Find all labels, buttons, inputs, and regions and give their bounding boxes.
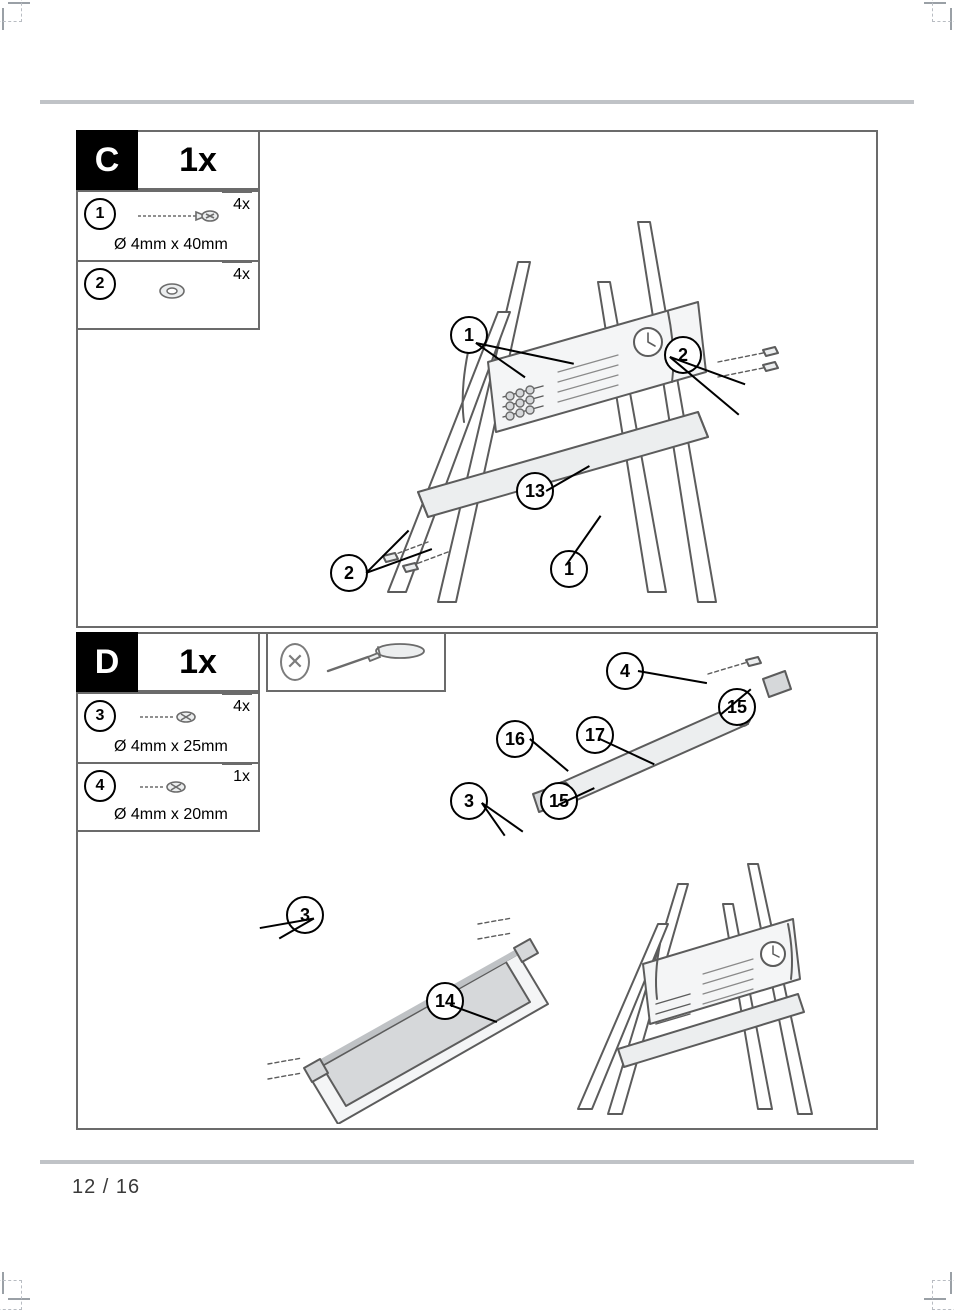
part-3-num: 3 — [84, 700, 116, 732]
part-4-num: 4 — [84, 770, 116, 802]
step-c-parts: 1 4x Ø 4mm x 40mm — [76, 190, 260, 330]
callout-d-3b: 3 — [286, 896, 324, 934]
tool-required-box: ✕ — [266, 632, 446, 692]
part-row-3: 3 4x Ø 4mm x 25mm — [78, 694, 258, 762]
part-row-1: 1 4x Ø 4mm x 40mm — [78, 192, 258, 260]
screw-icon — [134, 204, 224, 228]
step-c-times: 1x — [138, 130, 260, 190]
part-3-qty: 4x — [233, 698, 250, 716]
callout-d-17: 17 — [576, 716, 614, 754]
part-1-spec: Ø 4mm x 40mm — [114, 236, 228, 254]
screwdriver-icon — [322, 643, 432, 682]
callout-d-14: 14 — [426, 982, 464, 1020]
step-c-letter: C — [76, 130, 138, 190]
step-c-illustration — [298, 192, 858, 612]
panel-step-c: C 1x 1 4x — [76, 130, 878, 628]
part-1-qty: 4x — [233, 196, 250, 214]
part-3-spec: Ø 4mm x 25mm — [114, 738, 228, 756]
crop-mark-bl — [2, 1264, 38, 1300]
crop-mark-tr — [916, 2, 952, 38]
step-d-parts: 3 4x Ø 4mm x 25mm 4 — [76, 692, 260, 832]
step-d-easel-illustration — [548, 844, 878, 1124]
callout-d-15a: 15 — [718, 688, 756, 726]
callout-c-1b: 1 — [550, 550, 588, 588]
part-row-4: 4 1x Ø 4mm x 20mm — [78, 762, 258, 830]
rule-bottom — [40, 1160, 914, 1164]
part-2-num: 2 — [84, 268, 116, 300]
part-4-qty: 1x — [233, 768, 250, 786]
tool-cross-icon: ✕ — [280, 643, 310, 681]
step-d-times: 1x — [138, 632, 260, 692]
content-region: C 1x 1 4x — [76, 130, 878, 1130]
callout-c-2b: 2 — [330, 554, 368, 592]
panel-step-d: D 1x ✕ — [76, 632, 878, 1130]
step-c-header: C 1x — [76, 130, 260, 190]
screw-icon — [134, 776, 194, 798]
part-1-num: 1 — [84, 198, 116, 230]
step-d-board-illustration — [248, 854, 588, 1124]
page-number: 12 / 16 — [72, 1176, 140, 1199]
crop-mark-tl — [2, 2, 38, 38]
step-d-letter: D — [76, 632, 138, 692]
part-4-spec: Ø 4mm x 20mm — [114, 806, 228, 824]
screw-icon — [134, 706, 204, 728]
manual-page: 12 / 16 C 1x 1 4x — [0, 0, 954, 1302]
callout-c-13: 13 — [516, 472, 554, 510]
part-row-2: 2 4x — [78, 260, 258, 328]
step-d-header: D 1x — [76, 632, 260, 692]
part-2-qty: 4x — [233, 266, 250, 284]
crop-mark-br — [916, 1264, 952, 1300]
washer-icon — [158, 280, 186, 302]
rule-top — [40, 100, 914, 104]
callout-d-15b: 15 — [540, 782, 578, 820]
